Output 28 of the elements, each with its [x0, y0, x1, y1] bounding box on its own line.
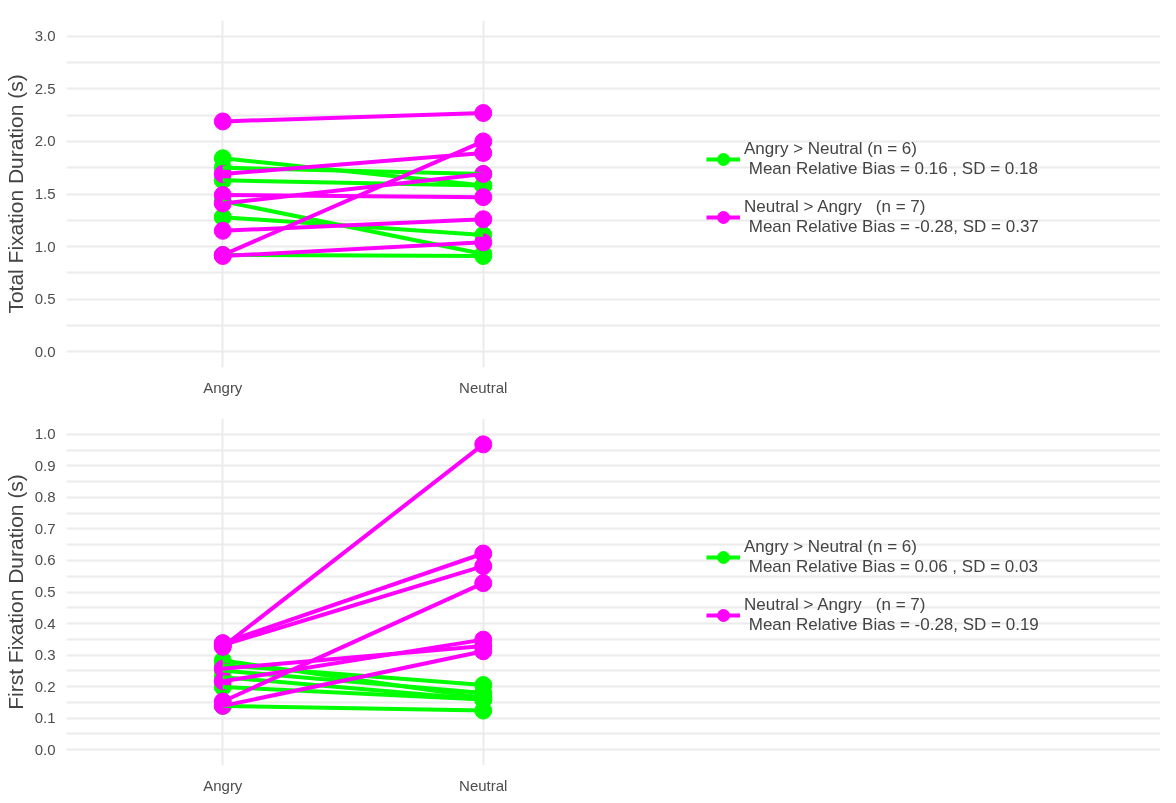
y-tick-label: 0.4: [34, 614, 56, 632]
y-tick-label: 0.6: [34, 551, 56, 569]
legend-label: Angry > Neutral (n = 6) Mean Relative Bias = 0.16 , SD = 0.18: [744, 139, 1038, 179]
y-tick-label: 1.5: [34, 185, 56, 202]
y-axis-title: First Fixation Duration (s): [3, 474, 27, 710]
legend-label: Neutral > Angry (n = 7) Mean Relative Bias = -0.28, SD = 0.37: [744, 197, 1039, 237]
x-tick-label: Neutral: [459, 776, 508, 794]
y-tick-label: 2.0: [34, 132, 56, 150]
y-tick-label: 0.1: [34, 709, 56, 727]
y-tick-label: 0.0: [34, 342, 56, 360]
legend-label: Neutral > Angry (n = 7) Mean Relative Bias = -0.28, SD = 0.19: [744, 595, 1039, 635]
x-tick-label: Angry: [203, 776, 243, 794]
y-tick-label: 0.7: [34, 519, 56, 537]
y-tick-label: 0.3: [34, 646, 56, 664]
y-tick-label: 0.8: [34, 488, 56, 506]
legend-label: Angry > Neutral (n = 6) Mean Relative Bias = 0.06 , SD = 0.03: [744, 537, 1038, 577]
y-axis-title: Total Fixation Duration (s): [3, 74, 27, 314]
y-tick-label: 0.5: [34, 290, 56, 308]
y-tick-label: 3.0: [34, 27, 56, 45]
x-tick-label: Neutral: [459, 378, 508, 396]
y-tick-label: 0.9: [34, 456, 56, 474]
y-tick-label: 1.0: [34, 237, 56, 255]
y-tick-label: 0.2: [34, 677, 56, 695]
y-tick-label: 2.5: [34, 79, 56, 97]
y-tick-label: 0.0: [34, 740, 56, 758]
y-tick-label: 0.5: [34, 583, 56, 600]
x-tick-label: Angry: [203, 378, 243, 396]
y-tick-label: 1.0: [34, 425, 56, 443]
